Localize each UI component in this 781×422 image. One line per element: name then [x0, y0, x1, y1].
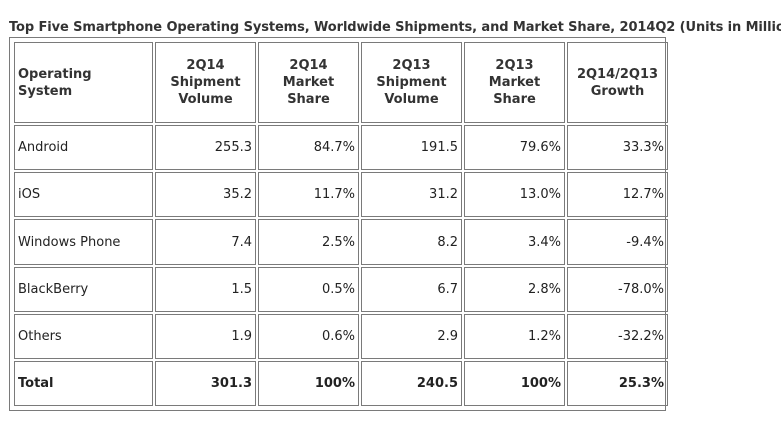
cell-os: Windows Phone [14, 219, 153, 265]
cell-2q14-share: 84.7% [258, 125, 359, 171]
cell-2q14-volume: 255.3 [155, 125, 256, 171]
cell-2q14-share: 0.5% [258, 266, 359, 312]
cell-growth: -78.0% [567, 266, 668, 312]
table-row-total: Total 301.3 100% 240.5 100% 25.3% [14, 360, 668, 406]
cell-growth: -9.4% [567, 219, 668, 265]
cell-2q13-volume: 2.9 [361, 313, 462, 359]
cell-2q13-volume: 6.7 [361, 266, 462, 312]
cell-os: iOS [14, 172, 153, 218]
table-row-others: Others 1.9 0.6% 2.9 1.2% -32.2% [14, 313, 668, 359]
cell-os: Android [14, 125, 153, 171]
table-caption: Top Five Smartphone Operating Systems, W… [9, 20, 781, 35]
column-header-operating-system: Operating System [14, 42, 153, 124]
cell-2q14-share: 0.6% [258, 313, 359, 359]
cell-2q13-volume: 8.2 [361, 219, 462, 265]
cell-2q14-share: 100% [258, 360, 359, 406]
cell-2q13-volume: 191.5 [361, 125, 462, 171]
shipments-table: Operating System 2Q14 Shipment Volume 2Q… [12, 40, 670, 408]
column-header-growth: 2Q14/2Q13 Growth [567, 42, 668, 124]
column-header-2q13-shipment-volume: 2Q13 Shipment Volume [361, 42, 462, 124]
cell-2q14-volume: 1.5 [155, 266, 256, 312]
cell-2q13-share: 2.8% [464, 266, 565, 312]
cell-2q14-volume: 301.3 [155, 360, 256, 406]
cell-2q13-volume: 31.2 [361, 172, 462, 218]
cell-2q13-volume: 240.5 [361, 360, 462, 406]
cell-2q13-share: 79.6% [464, 125, 565, 171]
table-row-ios: iOS 35.2 11.7% 31.2 13.0% 12.7% [14, 172, 668, 218]
cell-2q14-volume: 35.2 [155, 172, 256, 218]
cell-2q13-share: 13.0% [464, 172, 565, 218]
column-header-2q13-market-share: 2Q13 Market Share [464, 42, 565, 124]
cell-2q14-share: 11.7% [258, 172, 359, 218]
cell-os: Total [14, 360, 153, 406]
cell-2q14-volume: 7.4 [155, 219, 256, 265]
cell-growth: 25.3% [567, 360, 668, 406]
cell-os: BlackBerry [14, 266, 153, 312]
table-header-row: Operating System 2Q14 Shipment Volume 2Q… [14, 42, 668, 124]
cell-2q13-share: 1.2% [464, 313, 565, 359]
cell-growth: -32.2% [567, 313, 668, 359]
cell-2q14-volume: 1.9 [155, 313, 256, 359]
column-header-2q14-market-share: 2Q14 Market Share [258, 42, 359, 124]
cell-os: Others [14, 313, 153, 359]
shipments-table-frame: Operating System 2Q14 Shipment Volume 2Q… [9, 37, 668, 411]
cell-growth: 12.7% [567, 172, 668, 218]
cell-growth: 33.3% [567, 125, 668, 171]
table-row-blackberry: BlackBerry 1.5 0.5% 6.7 2.8% -78.0% [14, 266, 668, 312]
cell-2q13-share: 100% [464, 360, 565, 406]
cell-2q14-share: 2.5% [258, 219, 359, 265]
table-row-android: Android 255.3 84.7% 191.5 79.6% 33.3% [14, 125, 668, 171]
column-header-2q14-shipment-volume: 2Q14 Shipment Volume [155, 42, 256, 124]
cell-2q13-share: 3.4% [464, 219, 565, 265]
table-row-windows-phone: Windows Phone 7.4 2.5% 8.2 3.4% -9.4% [14, 219, 668, 265]
